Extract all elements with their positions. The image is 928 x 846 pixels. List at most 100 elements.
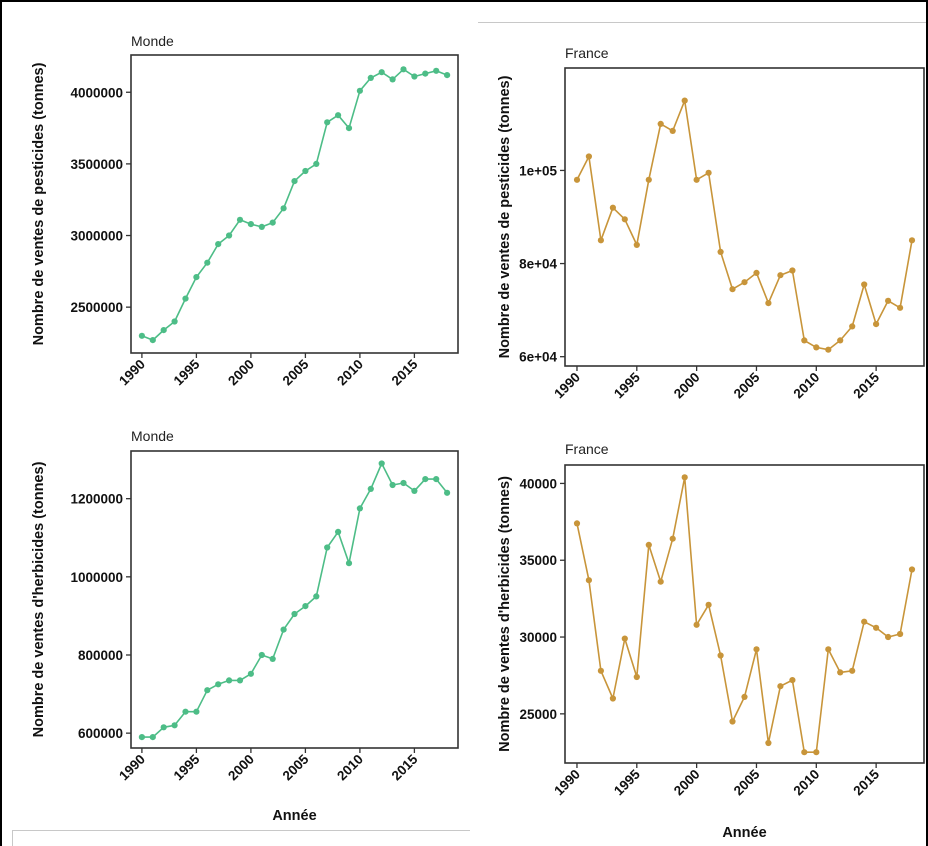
data-point	[681, 474, 688, 481]
y-tick-label: 25000	[519, 707, 557, 722]
data-point	[291, 610, 298, 618]
x-tick-label: 2010	[334, 357, 366, 389]
data-point	[861, 618, 868, 625]
bottom-divider	[12, 830, 470, 831]
y-tick-label: 30000	[519, 630, 557, 645]
x-tick-label: 1995	[171, 356, 203, 388]
data-point	[378, 69, 385, 76]
x-tick-label: 2005	[731, 766, 763, 798]
data-point	[885, 633, 892, 641]
data-point	[741, 693, 748, 700]
data-point	[801, 337, 808, 344]
data-point	[897, 304, 904, 311]
y-axis-title: Nombre de ventes de pesticides (tonnes)	[497, 75, 513, 358]
data-point	[345, 125, 353, 132]
data-point	[258, 223, 265, 230]
data-point	[324, 544, 331, 551]
x-tick-label: 2005	[280, 356, 312, 388]
x-tick-label: 1995	[611, 369, 643, 401]
x-tick-label: 2000	[225, 752, 257, 784]
data-point	[367, 74, 374, 81]
data-point	[609, 204, 616, 211]
data-point	[633, 241, 640, 248]
data-point	[226, 677, 233, 684]
y-tick-label: 40000	[519, 476, 557, 491]
x-tick-label: 2005	[731, 369, 763, 401]
data-point	[657, 578, 664, 585]
data-point	[908, 566, 916, 573]
data-point	[204, 259, 211, 266]
data-point	[657, 120, 664, 127]
data-point	[813, 749, 820, 756]
data-point	[313, 593, 320, 600]
panel-title: France	[565, 441, 609, 457]
data-point	[789, 677, 796, 684]
chart-monde-herbicides: Monde 600000 800000 1000000 1200000 1990 1995 2…	[31, 428, 459, 824]
series-line	[576, 476, 913, 754]
panel-title: Monde	[131, 428, 174, 444]
y-axis-title: Nombre de ventes d'herbicides (tonnes)	[31, 461, 47, 737]
y-tick-label: 4000000	[70, 85, 123, 100]
data-point	[741, 279, 748, 286]
data-point	[597, 237, 604, 244]
data-point	[705, 601, 712, 608]
y-tick-label: 2500000	[70, 300, 123, 315]
x-tick-label: 2000	[671, 767, 703, 799]
data-point	[422, 476, 429, 483]
chart-monde-pesticides: Monde 2500000 3000000 3500000 4000000 1990 199…	[31, 33, 459, 389]
data-point	[356, 87, 363, 94]
data-point	[149, 337, 156, 344]
data-point	[717, 248, 724, 255]
data-point	[585, 153, 592, 160]
data-point	[193, 274, 200, 281]
chart-france-pesticides: France 6e+04 8e+04 1e+05 1990 1995 2000 2005 201…	[497, 45, 925, 402]
data-point	[609, 695, 616, 702]
top-divider	[478, 22, 926, 23]
data-point	[813, 344, 820, 351]
data-point	[444, 72, 451, 79]
data-point	[400, 66, 407, 73]
chart-france-herbicides: France 25000 30000 35000 40000 1990 1995 2000 20…	[497, 441, 925, 841]
bottom-divider-tick	[12, 830, 13, 846]
y-tick-label: 3000000	[70, 229, 123, 244]
x-tick-label: 2010	[791, 370, 823, 402]
data-point	[633, 673, 640, 681]
data-point	[226, 232, 233, 239]
data-point	[204, 687, 211, 694]
data-point	[777, 683, 784, 690]
x-axis-title: Année	[272, 808, 316, 824]
data-point	[849, 667, 856, 674]
data-point	[269, 219, 276, 226]
panel-title: France	[565, 45, 609, 61]
data-point	[324, 119, 331, 126]
plot-panel-border	[130, 54, 459, 354]
data-point	[825, 346, 832, 353]
data-point	[573, 176, 581, 183]
data-point	[367, 485, 374, 492]
data-point	[411, 487, 418, 494]
x-tick-label: 2005	[280, 751, 312, 783]
data-point	[645, 176, 652, 183]
data-point	[825, 646, 832, 653]
data-point	[215, 681, 222, 688]
data-point	[258, 651, 265, 659]
x-tick-label: 2015	[389, 751, 421, 783]
data-point	[801, 749, 808, 756]
data-point	[138, 332, 145, 339]
data-point	[171, 722, 178, 729]
data-point	[149, 734, 156, 741]
plot-panel-border	[130, 450, 459, 749]
data-point	[335, 528, 342, 535]
data-point	[182, 295, 189, 302]
data-point	[873, 624, 880, 631]
data-point	[280, 626, 287, 633]
data-point	[433, 67, 440, 74]
data-point	[837, 669, 844, 676]
x-tick-label: 2010	[791, 767, 823, 799]
data-point	[669, 127, 676, 134]
data-point	[389, 76, 396, 83]
data-point	[345, 560, 353, 567]
panel-title: Monde	[131, 33, 174, 49]
data-point	[411, 73, 418, 80]
series-line	[576, 99, 913, 351]
